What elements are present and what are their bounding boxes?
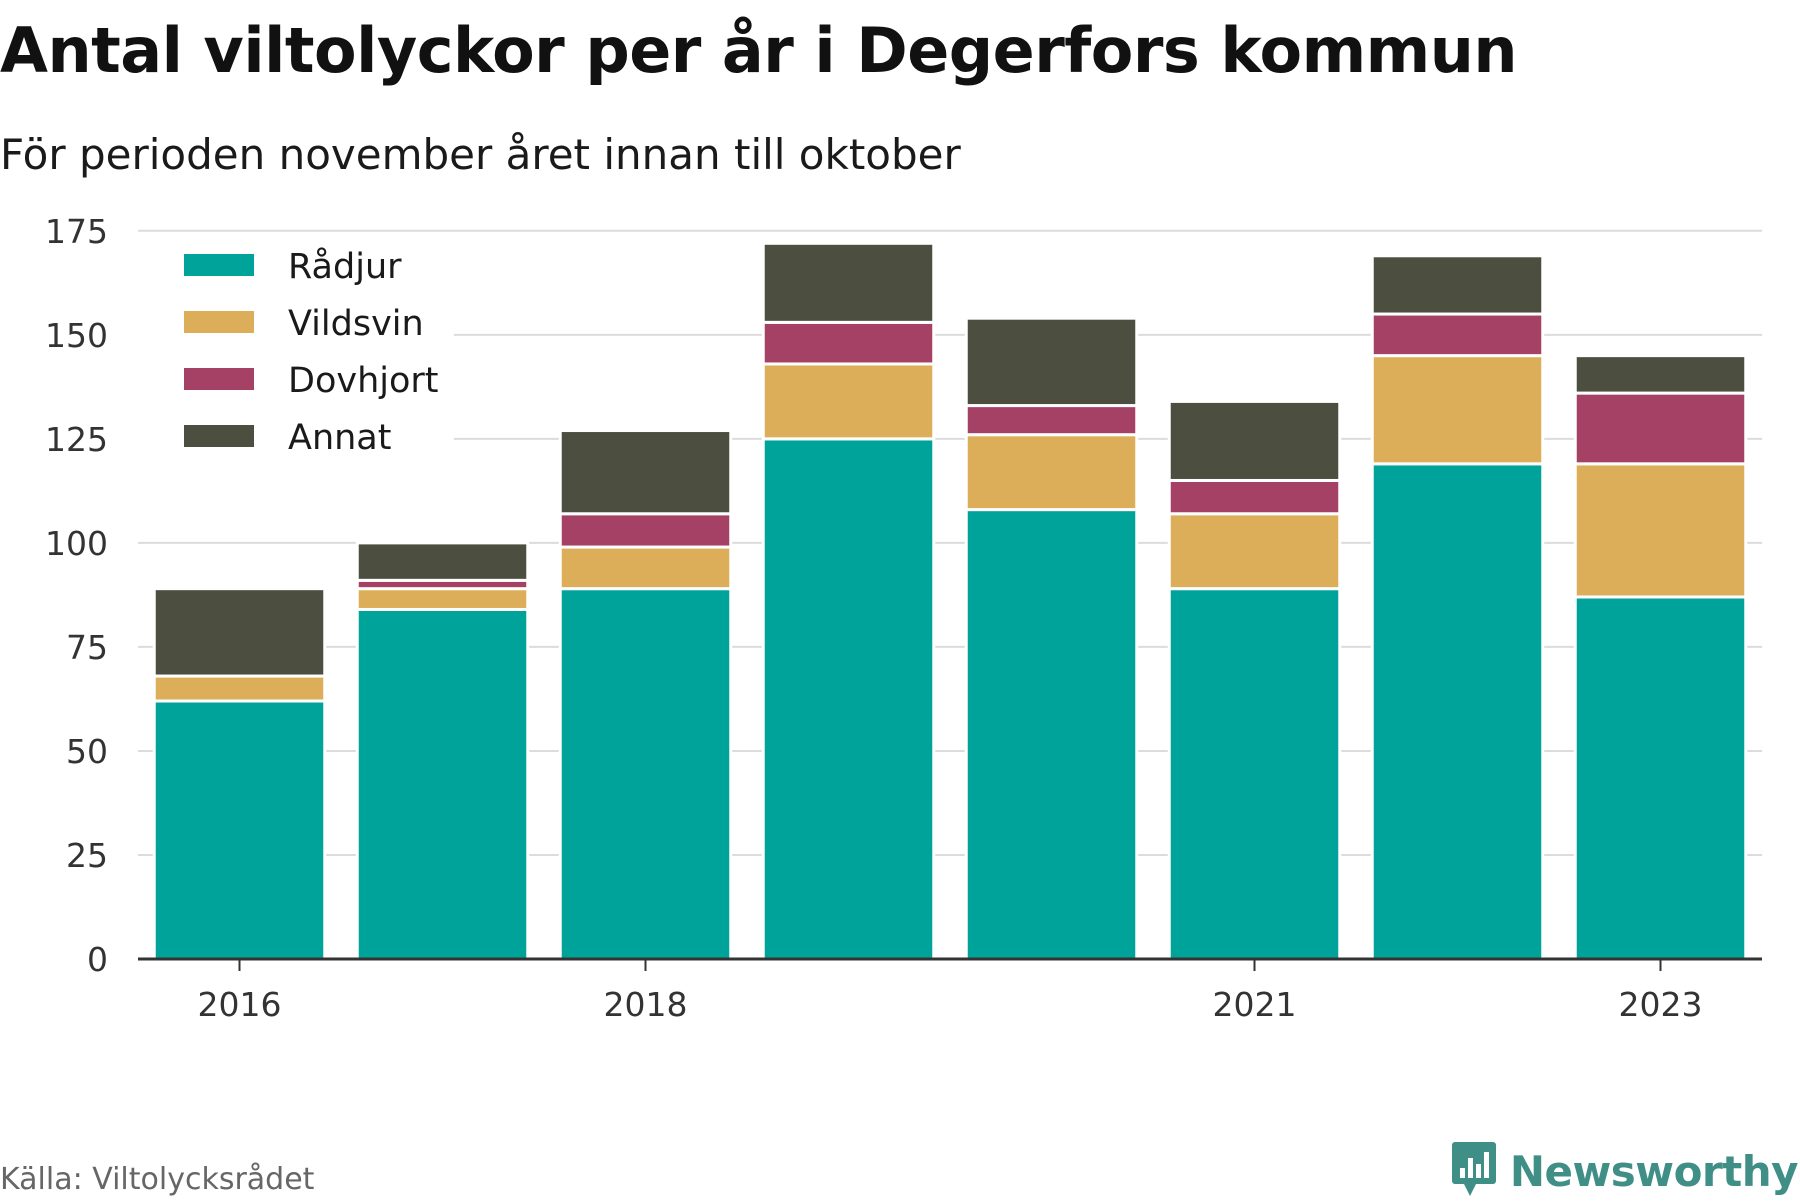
newsworthy-logo-icon	[1450, 1140, 1498, 1202]
legend: Rådjur Vildsvin Dovhjort Annat	[134, 236, 454, 472]
brand-logo: Newsworthy	[1450, 1140, 1799, 1202]
bar-segment-vildsvin	[1573, 462, 1748, 599]
bar-segment-vildsvin	[152, 674, 327, 703]
chart-subtitle: För perioden november året innan till ok…	[0, 130, 961, 179]
bar-segment-dovhjort	[1573, 391, 1748, 466]
bar-segment-rådjur	[558, 587, 733, 961]
y-tick-label: 175	[45, 212, 108, 251]
legend-label: Vildsvin	[288, 304, 424, 344]
chart-title: Antal viltolyckor per år i Degerfors kom…	[0, 14, 1518, 87]
bar-segment-annat	[558, 429, 733, 516]
bar-segment-dovhjort	[1167, 478, 1342, 516]
bar-segment-rådjur	[152, 699, 327, 961]
legend-label: Rådjur	[288, 246, 402, 287]
source-note: Källa: Viltolycksrådet	[0, 1162, 315, 1197]
bar-segment-rådjur	[964, 508, 1139, 961]
legend-swatch	[184, 311, 254, 333]
bar-segment-rådjur	[1167, 587, 1342, 961]
bar-segment-rådjur	[761, 437, 936, 961]
y-tick-label: 0	[87, 940, 108, 979]
x-tick-label: 2021	[1213, 985, 1297, 1024]
bar-segment-rådjur	[355, 607, 530, 961]
bar-segment-dovhjort	[964, 404, 1139, 437]
bar-segment-rådjur	[1370, 462, 1545, 961]
axes: 0 25 50 75 100 125 150 175 2016 2018 2021 2023	[45, 212, 1762, 1024]
x-tick-label: 2016	[198, 985, 282, 1024]
legend-label: Dovhjort	[288, 361, 439, 401]
y-tick-label: 50	[66, 732, 108, 771]
bar-segment-annat	[761, 241, 936, 324]
x-tick-label: 2023	[1619, 985, 1703, 1024]
bar-segment-vildsvin	[355, 587, 530, 611]
legend-label: Annat	[288, 418, 391, 458]
bar-segment-annat	[355, 541, 530, 582]
bar-segment-dovhjort	[558, 512, 733, 549]
bar-segment-dovhjort	[761, 320, 936, 366]
y-tick-label: 100	[45, 524, 108, 563]
brand-name: Newsworthy	[1509, 1146, 1799, 1196]
bars	[152, 241, 1748, 961]
bar-segment-vildsvin	[558, 545, 733, 591]
y-tick-label: 125	[45, 420, 108, 459]
legend-swatch	[184, 425, 254, 447]
bar-segment-annat	[1573, 354, 1748, 395]
legend-swatch	[184, 368, 254, 390]
y-tick-label: 25	[66, 836, 108, 875]
bar-segment-annat	[152, 587, 327, 678]
bar-segment-dovhjort	[1370, 312, 1545, 358]
bar-segment-annat	[1167, 399, 1342, 482]
bar-segment-rådjur	[1573, 595, 1748, 961]
y-tick-label: 75	[66, 628, 108, 667]
bar-segment-vildsvin	[761, 362, 936, 441]
bar-segment-vildsvin	[1167, 512, 1342, 591]
x-tick-label: 2018	[604, 985, 688, 1024]
bar-segment-vildsvin	[1370, 354, 1545, 466]
legend-swatch	[184, 254, 254, 276]
y-tick-label: 150	[45, 316, 108, 355]
bar-segment-annat	[964, 316, 1139, 408]
bar-segment-annat	[1370, 254, 1545, 316]
bar-segment-vildsvin	[964, 433, 1139, 512]
